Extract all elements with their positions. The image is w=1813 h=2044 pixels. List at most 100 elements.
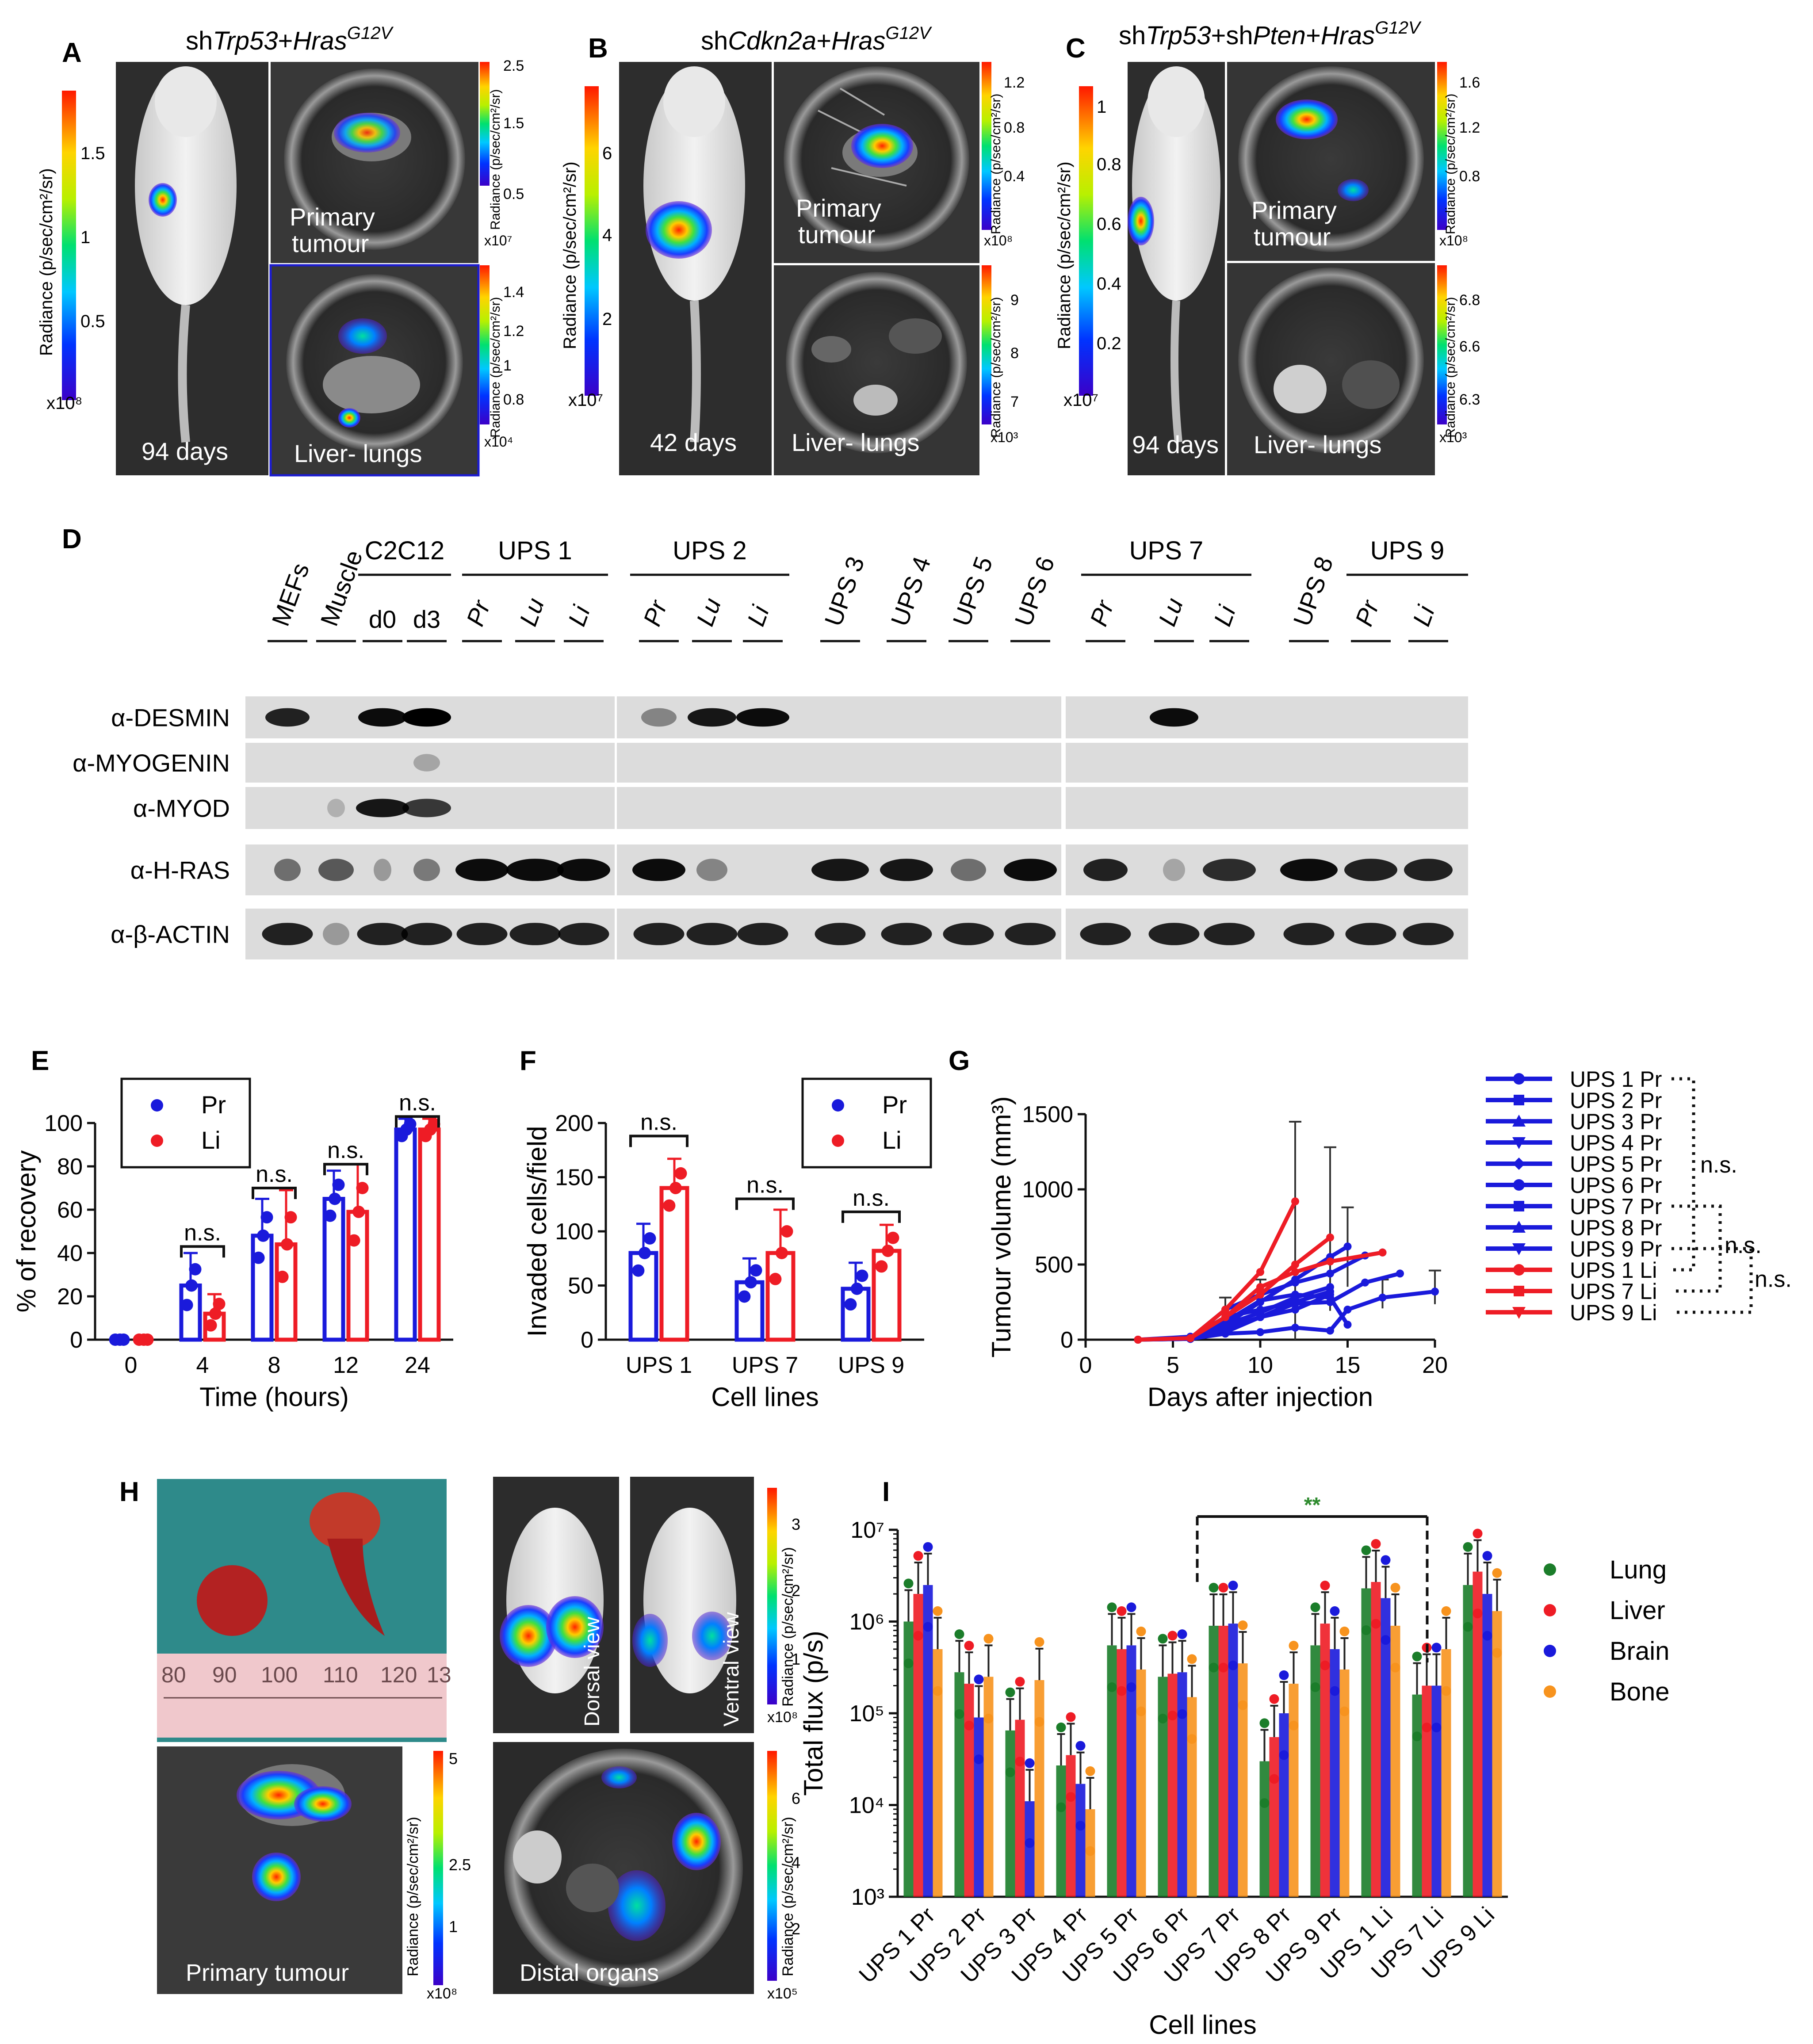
colorbar-tick: 1 bbox=[80, 228, 90, 247]
data-point bbox=[1221, 1321, 1229, 1329]
blot-row-label: α-H-RAS bbox=[130, 856, 230, 884]
blot-band bbox=[402, 798, 451, 818]
blot-band bbox=[557, 859, 610, 881]
colorbar-c-main bbox=[1079, 86, 1093, 396]
blot-band bbox=[696, 859, 727, 881]
data-point bbox=[1390, 1662, 1400, 1673]
bar-liver bbox=[1320, 1624, 1330, 1897]
bar-lung bbox=[1209, 1625, 1219, 1897]
blot-lane-label: MEFs bbox=[266, 559, 314, 630]
legend-marker bbox=[1514, 1095, 1524, 1105]
legend-marker bbox=[1514, 1201, 1524, 1211]
colorbar-b-bottom bbox=[982, 265, 991, 424]
legend-box bbox=[801, 1077, 932, 1169]
blot-band bbox=[632, 859, 685, 881]
dorsal-view-label: Dorsal view bbox=[581, 1617, 604, 1727]
colorbar-unit: x10³ bbox=[991, 429, 1018, 445]
y-tick-label: 20 bbox=[57, 1284, 83, 1310]
data-point bbox=[1228, 1660, 1238, 1670]
data-point bbox=[348, 1234, 360, 1247]
blot-lane-label: Li bbox=[742, 601, 775, 630]
data-point bbox=[1361, 1545, 1371, 1555]
legend-marker bbox=[832, 1099, 844, 1112]
ruler-mark: 100 bbox=[261, 1662, 298, 1687]
y-tick-label: 100 bbox=[44, 1111, 83, 1136]
bioluminescence-signal bbox=[149, 183, 177, 217]
legend-label: Li bbox=[882, 1126, 902, 1154]
data-point bbox=[1221, 1313, 1229, 1321]
colorbar-unit: x10⁷ bbox=[1063, 390, 1098, 410]
data-point bbox=[356, 1182, 369, 1194]
data-point bbox=[1473, 1528, 1483, 1539]
data-point bbox=[1289, 1720, 1299, 1731]
y-tick-label: 0 bbox=[70, 1327, 83, 1353]
colorbar-c-bottom bbox=[1437, 265, 1447, 424]
bar-brain bbox=[1482, 1594, 1492, 1897]
data-point bbox=[189, 1263, 202, 1276]
data-point bbox=[1326, 1326, 1334, 1335]
data-point bbox=[954, 1709, 964, 1719]
y-tick-label: 0 bbox=[581, 1327, 593, 1353]
blot-lane-label: Pr bbox=[461, 596, 496, 630]
colorbar-tick: 2 bbox=[792, 1920, 800, 1938]
colorbar-unit: x10⁸ bbox=[767, 1709, 798, 1726]
data-point bbox=[1381, 1635, 1391, 1645]
panel-label-d: D bbox=[62, 524, 82, 554]
data-point bbox=[1291, 1261, 1299, 1268]
data-point bbox=[1371, 1539, 1381, 1549]
bar-bone bbox=[1187, 1697, 1197, 1897]
bioluminescence-signal bbox=[692, 1612, 732, 1660]
bar-li bbox=[765, 1251, 796, 1342]
panel-label-a: A bbox=[62, 38, 82, 68]
y-tick-label: 50 bbox=[568, 1273, 593, 1299]
colorbar-a-main-label: Radiance (p/sec/cm²/sr) bbox=[37, 168, 56, 356]
data-point bbox=[1085, 1766, 1095, 1776]
data-point bbox=[138, 1333, 150, 1346]
bar-li bbox=[659, 1186, 689, 1342]
y-tick-label: 40 bbox=[57, 1241, 83, 1266]
blot-band bbox=[1344, 859, 1397, 881]
legend-label: UPS 4 Pr bbox=[1570, 1131, 1662, 1155]
legend-marker bbox=[1544, 1685, 1556, 1698]
blot-band bbox=[1204, 923, 1255, 945]
data-point bbox=[1126, 1602, 1136, 1612]
bar-lung bbox=[1158, 1677, 1168, 1897]
colorbar-tick: 6.6 bbox=[1459, 338, 1480, 355]
bar-liver bbox=[1066, 1755, 1076, 1897]
legend-marker bbox=[1513, 1073, 1525, 1085]
legend-marker bbox=[1512, 1243, 1526, 1255]
ruler-mark: 13 bbox=[427, 1662, 451, 1687]
colorbar-tick: 1 bbox=[1097, 97, 1106, 117]
series-line bbox=[1138, 1236, 1331, 1342]
data-point bbox=[1269, 1694, 1279, 1704]
x-tick-label: 15 bbox=[1335, 1352, 1361, 1378]
colorbar-tick: 1.2 bbox=[1459, 119, 1480, 136]
data-point bbox=[1158, 1714, 1168, 1724]
colorbar-a-bottom bbox=[480, 265, 490, 424]
data-point bbox=[1259, 1718, 1270, 1728]
bar-liver bbox=[1015, 1719, 1025, 1897]
blot-band bbox=[262, 923, 313, 945]
bar-li bbox=[275, 1242, 298, 1342]
colorbar-tick: 1 bbox=[792, 1650, 800, 1668]
legend-label: UPS 7 Pr bbox=[1570, 1194, 1662, 1219]
y-tick-label: 100 bbox=[555, 1219, 593, 1245]
data-point bbox=[1259, 1798, 1270, 1808]
data-point bbox=[1378, 1293, 1387, 1302]
data-point bbox=[281, 1238, 294, 1251]
primary-tumour-label: Primary tumour bbox=[186, 1960, 349, 1986]
significance-label: n.s. bbox=[1725, 1233, 1762, 1258]
data-point bbox=[913, 1551, 923, 1561]
legend-marker bbox=[1513, 1158, 1525, 1170]
x-axis-label: Days after injection bbox=[1147, 1382, 1373, 1412]
legend-label: Pr bbox=[882, 1091, 907, 1119]
blot-band bbox=[951, 859, 986, 881]
colorbar-unit: x10³ bbox=[1439, 429, 1467, 445]
data-point bbox=[632, 1264, 645, 1277]
significance-bracket bbox=[1671, 1204, 1722, 1293]
blot-lane-label: d3 bbox=[413, 605, 440, 633]
colorbar-tick: 2.5 bbox=[449, 1856, 471, 1874]
data-point bbox=[1177, 1629, 1187, 1639]
significance-bracket bbox=[735, 1197, 795, 1210]
data-point bbox=[1326, 1288, 1334, 1296]
